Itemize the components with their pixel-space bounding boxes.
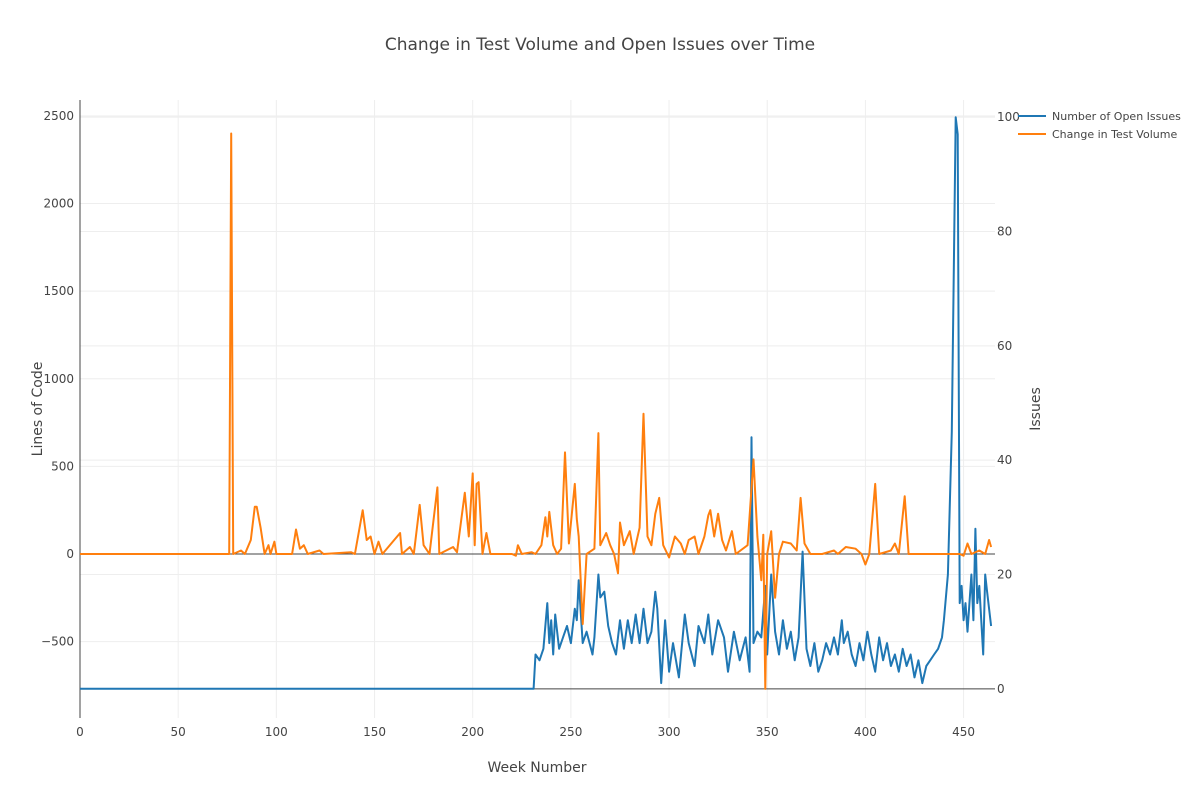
y2-tick-label: 40 xyxy=(997,453,1012,467)
y-tick-label: 1000 xyxy=(43,372,74,386)
y-tick-label: −500 xyxy=(41,635,74,649)
x-tick-label: 350 xyxy=(756,725,779,739)
y-tick-label: 0 xyxy=(66,547,74,561)
y2-tick-label: 0 xyxy=(997,682,1005,696)
series-line-open-issues xyxy=(80,116,993,690)
chart-title: Change in Test Volume and Open Issues ov… xyxy=(385,35,815,55)
y-tick-label: 500 xyxy=(51,459,74,473)
y-tick-label: 1500 xyxy=(43,284,74,298)
y2-tick-label: 60 xyxy=(997,339,1012,353)
y-tick-labels: −500 0 500 1000 1500 2000 2500 xyxy=(41,109,74,649)
legend-label: Number of Open Issues xyxy=(1052,110,1181,123)
x-axis-title: Week Number xyxy=(487,760,586,776)
x-tick-label: 150 xyxy=(363,725,386,739)
x-tick-labels: 0 50 100 150 200 250 300 350 400 450 xyxy=(76,725,975,739)
y2-tick-label: 80 xyxy=(997,224,1012,238)
legend: Number of Open Issues Change in Test Volu… xyxy=(1018,110,1181,141)
y-tick-label: 2000 xyxy=(43,197,74,211)
y-tick-label: 2500 xyxy=(43,109,74,123)
x-tick-label: 100 xyxy=(265,725,288,739)
x-tick-label: 300 xyxy=(658,725,681,739)
x-tick-label: 200 xyxy=(461,725,484,739)
y-axis-title: Lines of Code xyxy=(30,362,46,457)
y2-tick-label: 20 xyxy=(997,568,1012,582)
x-tick-label: 50 xyxy=(171,725,186,739)
x-tick-label: 250 xyxy=(559,725,582,739)
y2-axis-title: Issues xyxy=(1028,387,1044,431)
gridlines xyxy=(80,100,995,718)
x-tick-label: 0 xyxy=(76,725,84,739)
x-tick-label: 450 xyxy=(952,725,975,739)
series-lines xyxy=(80,116,993,690)
x-tick-label: 400 xyxy=(854,725,877,739)
legend-label: Change in Test Volume xyxy=(1052,128,1177,141)
y2-tick-label: 100 xyxy=(997,110,1020,124)
series-line-test-volume xyxy=(80,132,993,690)
y2-tick-labels: 0 20 40 60 80 100 xyxy=(997,110,1020,696)
